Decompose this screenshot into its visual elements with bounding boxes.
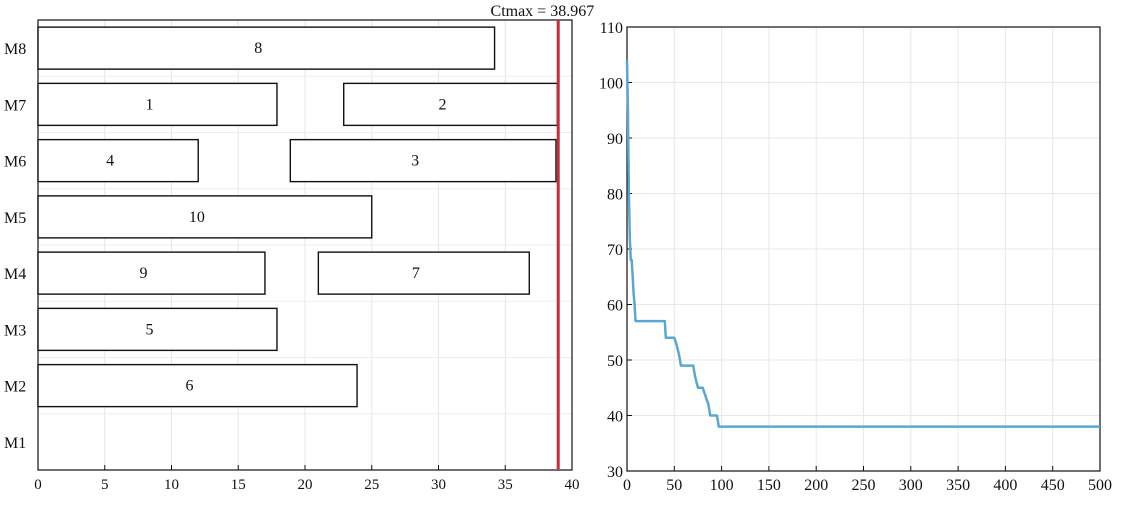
conv-y-tick-label: 50 [607,353,623,370]
gantt-task-bar [37,26,496,70]
conv-x-tick-label: 0 [623,477,631,494]
conv-x-tick-label: 200 [804,477,828,494]
gantt-task-bar [37,195,373,239]
gantt-x-tick-label: 40 [565,477,580,493]
gantt-x-tick-label: 10 [164,477,179,493]
conv-y-tick-label: 70 [607,242,623,259]
gantt-machine-label: M5 [4,210,26,227]
gantt-task-label: 7 [412,265,420,282]
gantt-machine-label: M6 [4,154,26,171]
gantt-machine-label: M3 [4,322,26,339]
conv-x-tick-label: 450 [1041,477,1065,494]
conv-x-tick-label: 400 [993,477,1017,494]
conv-y-tick-label: 60 [607,298,623,315]
conv-y-tick-label: 110 [600,20,623,37]
gantt-task-label: 8 [254,40,262,57]
gantt-task-bar [317,251,530,295]
gantt-task-label: 10 [189,209,205,226]
gantt-x-tick-label: 5 [101,477,109,493]
makespan-annotation: Ctmax = 38.967 [491,3,595,20]
conv-y-tick-label: 100 [599,76,623,93]
convergence-series-line [625,60,1100,428]
gantt-machine-label: M8 [4,41,26,58]
conv-x-tick-label: 100 [710,477,734,494]
gantt-x-tick-label: 25 [364,477,379,493]
gantt-x-tick-label: 35 [498,477,513,493]
gantt-task-bar [37,307,278,352]
conv-x-tick-label: 350 [946,477,970,494]
gantt-task-label: 4 [106,153,114,170]
gantt-chart: 0 5 10 15 20 25 30 35 40 M8 M7 M6 M5 M4 M3 M2 M1 8 1 2 4 3 10 9… [4,3,594,493]
gantt-machine-label: M2 [4,379,26,396]
gantt-task-bar [343,82,559,127]
conv-y-tick-label: 30 [607,464,623,481]
gantt-x-tick-label: 15 [231,477,246,493]
conv-x-tick-label: 50 [666,477,682,494]
conv-y-tick-label: 80 [607,187,623,204]
gantt-task-label: 6 [186,378,194,395]
gantt-task-label: 3 [411,153,419,170]
gantt-x-tick-label: 20 [298,477,313,493]
conv-x-tick-label: 150 [757,477,781,494]
gantt-machine-label: M1 [4,435,26,452]
conv-x-tick-label: 500 [1088,477,1112,494]
gantt-task-label: 2 [439,96,447,113]
gantt-x-tick-label: 0 [34,477,42,493]
conv-y-tick-label: 40 [607,409,623,426]
gantt-machine-label: M4 [4,266,26,283]
gantt-task-bar [37,82,278,127]
gantt-x-tick-label: 30 [431,477,446,493]
conv-x-tick-label: 300 [899,477,923,494]
gantt-machine-label: M7 [4,97,26,114]
gantt-task-bar [289,138,557,183]
gantt-task-bar [37,138,199,183]
gantt-task-bar [37,251,266,295]
conv-x-tick-label: 250 [852,477,876,494]
convergence-chart: 0 50 100 150 200 250 300 350 400 450 500 30 40 50 60 70… [599,20,1112,494]
conv-y-tick-label: 90 [607,131,623,148]
gantt-task-label: 9 [139,265,147,282]
gantt-task-bar [37,363,358,408]
gantt-task-label: 5 [145,321,153,338]
gantt-task-label: 1 [145,96,153,113]
